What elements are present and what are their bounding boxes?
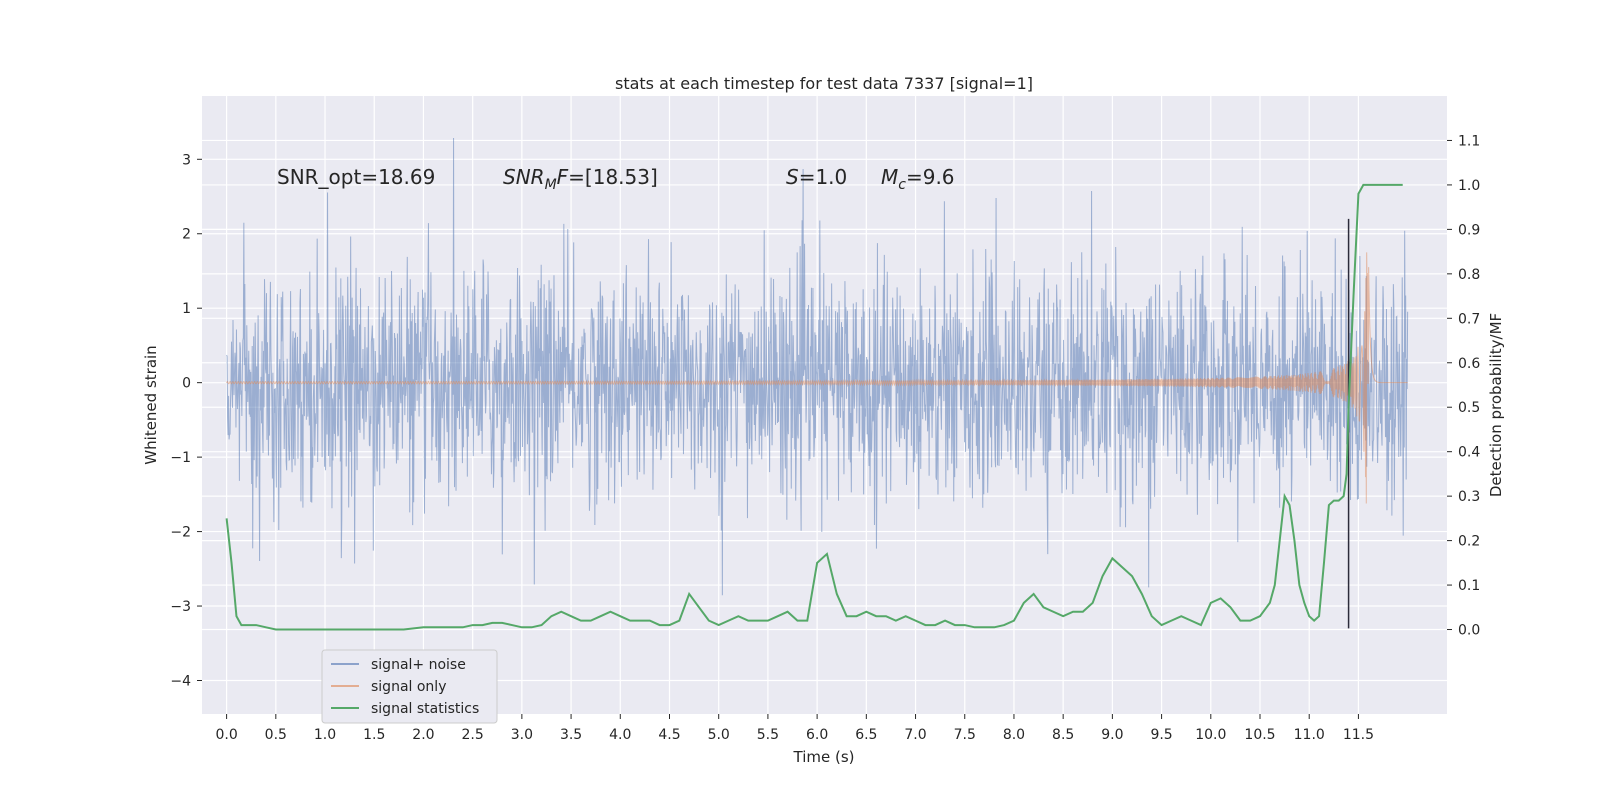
y-axis-right-ticks: 1.1 1.0 0.9 0.8 0.7 0.6 0.5 0.4 0.3 0.2 0.1 0.0: [1447, 133, 1480, 639]
y-left-tick-label: 1: [182, 301, 191, 317]
y-axis-right-label: Detection probability/MF: [1487, 313, 1505, 497]
x-tick-label: 3.0: [511, 727, 533, 743]
legend-label-signal-noise: signal+ noise: [371, 657, 466, 673]
x-tick-label: 3.5: [560, 727, 582, 743]
annotation-mc: Mc=9.6: [881, 165, 955, 193]
legend: signal+ noise signal only signal statist…: [321, 649, 498, 724]
annotation-s: S=1.0: [786, 165, 847, 189]
y-left-tick-label: −3: [170, 599, 191, 615]
x-tick-label: 1.0: [314, 727, 336, 743]
s-value: =1.0: [799, 165, 848, 189]
x-tick-label: 8.5: [1052, 727, 1074, 743]
y-right-tick-label: 1.1: [1458, 133, 1480, 149]
series-signal-noise: [226, 138, 1409, 596]
chart-title: stats at each timestep for test data 733…: [615, 74, 1033, 93]
x-tick-label: 10.5: [1244, 727, 1275, 743]
y-right-tick-label: 0.9: [1458, 222, 1480, 238]
x-tick-label: 6.5: [855, 727, 877, 743]
y-right-tick-label: 0.7: [1458, 311, 1480, 327]
y-left-tick-label: 0: [182, 376, 191, 392]
x-tick-label: 5.0: [708, 727, 730, 743]
y-right-tick-label: 0.1: [1458, 578, 1480, 594]
series-signal-only: [226, 252, 1408, 504]
y-right-tick-label: 1.0: [1458, 178, 1480, 194]
series-signal-statistics: [225, 183, 1403, 631]
y-left-tick-label: −2: [170, 525, 191, 541]
x-tick-label: 4.5: [658, 727, 680, 743]
y-axis-left-label: Whitened strain: [142, 345, 160, 464]
legend-label-signal-statistics: signal statistics: [371, 701, 479, 717]
y-right-tick-label: 0.5: [1458, 400, 1480, 416]
x-tick-label: 0.5: [265, 727, 287, 743]
x-tick-label: 1.5: [363, 727, 385, 743]
snr-mf-base: SNR: [503, 165, 545, 189]
series-layer: [225, 138, 1409, 631]
legend-box: [321, 649, 498, 724]
snr-mf-value: =[18.53]: [568, 165, 658, 189]
y-right-tick-label: 0.3: [1458, 489, 1480, 505]
x-axis-label: Time (s): [793, 748, 855, 766]
mc-sub: c: [898, 177, 906, 193]
x-tick-label: 2.0: [412, 727, 434, 743]
snr-mf-mid: F: [557, 165, 569, 189]
y-right-tick-label: 0.6: [1458, 356, 1480, 372]
x-tick-label: 10.0: [1195, 727, 1226, 743]
y-left-tick-label: −1: [170, 450, 191, 466]
y-right-tick-label: 0.4: [1458, 445, 1480, 461]
annotation-snr-opt: SNR_opt=18.69: [277, 165, 435, 189]
y-left-tick-label: −4: [170, 673, 191, 689]
x-tick-label: 9.5: [1150, 727, 1172, 743]
x-tick-label: 7.5: [954, 727, 976, 743]
legend-label-signal-only: signal only: [371, 679, 446, 695]
x-tick-label: 7.0: [904, 727, 926, 743]
annotation-snr-mf: SNRMF=[18.53]: [503, 165, 658, 193]
x-tick-label: 11.0: [1294, 727, 1325, 743]
x-axis-ticks: 0.0 0.5 1.0 1.5 2.0 2.5 3.0 3.5 4.0 4.5 5.0 5.5 6.0 6…: [215, 714, 1374, 743]
x-tick-label: 9.0: [1101, 727, 1123, 743]
x-tick-label: 8.0: [1003, 727, 1025, 743]
x-tick-label: 6.0: [806, 727, 828, 743]
snr-mf-sub: M: [545, 177, 557, 193]
x-tick-label: 4.0: [609, 727, 631, 743]
x-tick-label: 5.5: [757, 727, 779, 743]
s-var: S: [786, 165, 799, 189]
y-right-tick-label: 0.2: [1458, 534, 1480, 550]
mc-value: =9.6: [906, 165, 955, 189]
mc-var: M: [881, 165, 898, 189]
x-tick-label: 2.5: [462, 727, 484, 743]
y-axis-left-ticks: 3 2 1 0 −1 −2 −3 −4: [170, 152, 202, 689]
x-tick-label: 11.5: [1343, 727, 1374, 743]
y-left-tick-label: 2: [182, 227, 191, 243]
x-tick-label: 0.0: [215, 727, 237, 743]
y-right-tick-label: 0.0: [1458, 623, 1480, 639]
y-left-tick-label: 3: [182, 152, 191, 168]
y-right-tick-label: 0.8: [1458, 267, 1480, 283]
